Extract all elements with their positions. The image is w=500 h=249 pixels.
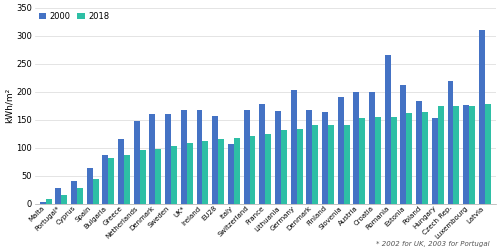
- Bar: [62, 195, 67, 203]
- Bar: [469, 106, 475, 203]
- Bar: [102, 155, 108, 203]
- Bar: [416, 101, 422, 203]
- Bar: [448, 81, 454, 203]
- Bar: [265, 134, 271, 203]
- Bar: [196, 110, 202, 203]
- Bar: [322, 112, 328, 203]
- Bar: [250, 136, 256, 203]
- Bar: [400, 85, 406, 203]
- Bar: [390, 117, 396, 203]
- Bar: [406, 114, 412, 203]
- Bar: [108, 158, 114, 203]
- Bar: [296, 129, 302, 203]
- Bar: [290, 90, 296, 203]
- Bar: [77, 188, 83, 203]
- Bar: [422, 112, 428, 203]
- Bar: [385, 55, 390, 203]
- Y-axis label: kWh/m²: kWh/m²: [4, 88, 13, 123]
- Bar: [485, 104, 491, 203]
- Bar: [218, 139, 224, 203]
- Bar: [479, 30, 485, 203]
- Bar: [454, 106, 460, 203]
- Bar: [156, 149, 162, 203]
- Bar: [312, 125, 318, 203]
- Bar: [228, 144, 234, 203]
- Bar: [46, 199, 52, 203]
- Bar: [124, 155, 130, 203]
- Bar: [150, 114, 156, 203]
- Bar: [260, 105, 265, 203]
- Bar: [281, 130, 287, 203]
- Bar: [338, 97, 344, 203]
- Bar: [463, 105, 469, 203]
- Legend: 2000, 2018: 2000, 2018: [37, 10, 111, 22]
- Bar: [56, 188, 62, 203]
- Bar: [118, 139, 124, 203]
- Bar: [354, 92, 360, 203]
- Bar: [328, 125, 334, 203]
- Bar: [40, 202, 46, 203]
- Bar: [71, 181, 77, 203]
- Bar: [202, 141, 208, 203]
- Bar: [165, 114, 171, 203]
- Bar: [234, 138, 240, 203]
- Bar: [171, 146, 177, 203]
- Bar: [344, 125, 349, 203]
- Bar: [140, 150, 145, 203]
- Bar: [134, 121, 140, 203]
- Bar: [92, 180, 98, 203]
- Bar: [86, 168, 92, 203]
- Bar: [360, 119, 366, 203]
- Bar: [244, 110, 250, 203]
- Bar: [432, 119, 438, 203]
- Bar: [375, 117, 381, 203]
- Bar: [181, 110, 187, 203]
- Bar: [187, 143, 192, 203]
- Text: * 2002 for UK, 2003 for Portugal: * 2002 for UK, 2003 for Portugal: [376, 240, 490, 247]
- Bar: [369, 92, 375, 203]
- Bar: [212, 116, 218, 203]
- Bar: [306, 110, 312, 203]
- Bar: [275, 111, 281, 203]
- Bar: [438, 106, 444, 203]
